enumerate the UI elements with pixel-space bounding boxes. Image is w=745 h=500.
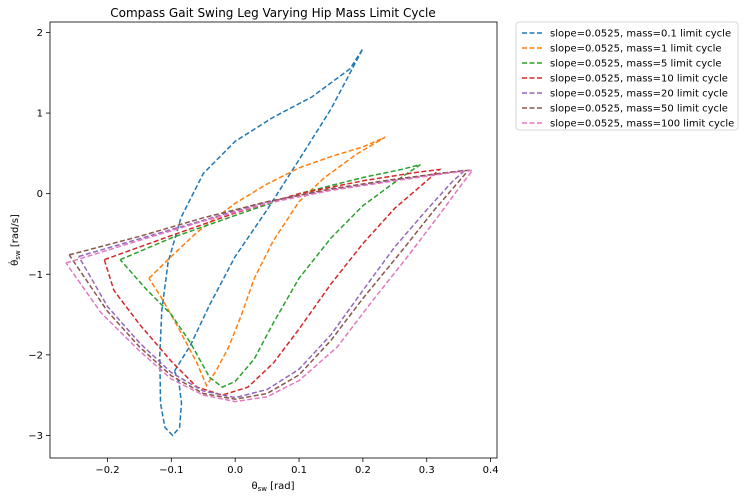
series-line-3 xyxy=(119,163,421,388)
y-tick-label: −2 xyxy=(28,350,43,361)
y-axis-label-unit: [rad/s] xyxy=(10,214,21,250)
y-axis-ticks: −3 −2 −1 0 1 2 xyxy=(28,28,50,442)
x-axis-label-unit: [rad] xyxy=(267,481,295,492)
y-axis-label-symbol: θ̇ xyxy=(7,260,21,266)
plot-frame xyxy=(50,22,497,458)
series-layer xyxy=(65,48,475,437)
x-tick-label: 0.4 xyxy=(483,465,499,476)
x-tick-label: 0.2 xyxy=(355,465,371,476)
y-tick-label: 0 xyxy=(37,189,43,200)
legend-label-2: slope=0.0525, mass=1 limit cycle xyxy=(550,44,722,55)
plot-area: −0.2 −0.1 0.0 0.1 0.2 0.3 0.4 −3 −2 −1 0 1 2 xyxy=(28,21,499,476)
x-tick-label: 0.0 xyxy=(227,465,243,476)
x-tick-label: 0.1 xyxy=(291,465,307,476)
legend-label-7: slope=0.0525, mass=100 limit cycle xyxy=(550,119,734,130)
legend-label-6: slope=0.0525, mass=50 limit cycle xyxy=(550,104,728,115)
x-tick-label: −0.1 xyxy=(159,465,183,476)
y-tick-label: −1 xyxy=(28,270,43,281)
legend: slope=0.0525, mass=0.1 limit cycle slope=… xyxy=(515,21,739,131)
x-tick-label: 0.3 xyxy=(419,465,435,476)
legend-items: slope=0.0525, mass=0.1 limit cycle slope=… xyxy=(522,29,734,130)
x-axis-ticks: −0.2 −0.1 0.0 0.1 0.2 0.3 0.4 xyxy=(95,458,499,476)
series-line-7 xyxy=(65,169,475,403)
legend-frame xyxy=(515,21,739,131)
y-axis-label-subscript: sw xyxy=(14,250,22,260)
series-line-1 xyxy=(159,48,364,437)
plot-border xyxy=(49,21,498,459)
legend-label-5: slope=0.0525, mass=20 limit cycle xyxy=(550,89,728,100)
x-tick-label: −0.2 xyxy=(95,465,119,476)
x-axis-label-symbol: θ xyxy=(251,481,257,492)
y-tick-label: −3 xyxy=(28,431,43,442)
y-axis-label: θ̇sw [rad/s] xyxy=(7,214,22,266)
series-line-2 xyxy=(148,136,386,388)
y-tick-label: 1 xyxy=(37,109,43,120)
legend-label-1: slope=0.0525, mass=0.1 limit cycle xyxy=(550,29,731,40)
legend-label-3: slope=0.0525, mass=5 limit cycle xyxy=(550,59,722,70)
series-line-6 xyxy=(68,169,471,400)
x-axis-label-subscript: sw xyxy=(258,485,268,493)
chart-title: Compass Gait Swing Leg Varying Hip Mass … xyxy=(110,6,436,20)
x-axis-label: θsw [rad] xyxy=(251,481,294,493)
y-tick-label: 2 xyxy=(37,28,43,39)
series-line-4 xyxy=(103,168,442,396)
legend-label-4: slope=0.0525, mass=10 limit cycle xyxy=(550,74,728,85)
